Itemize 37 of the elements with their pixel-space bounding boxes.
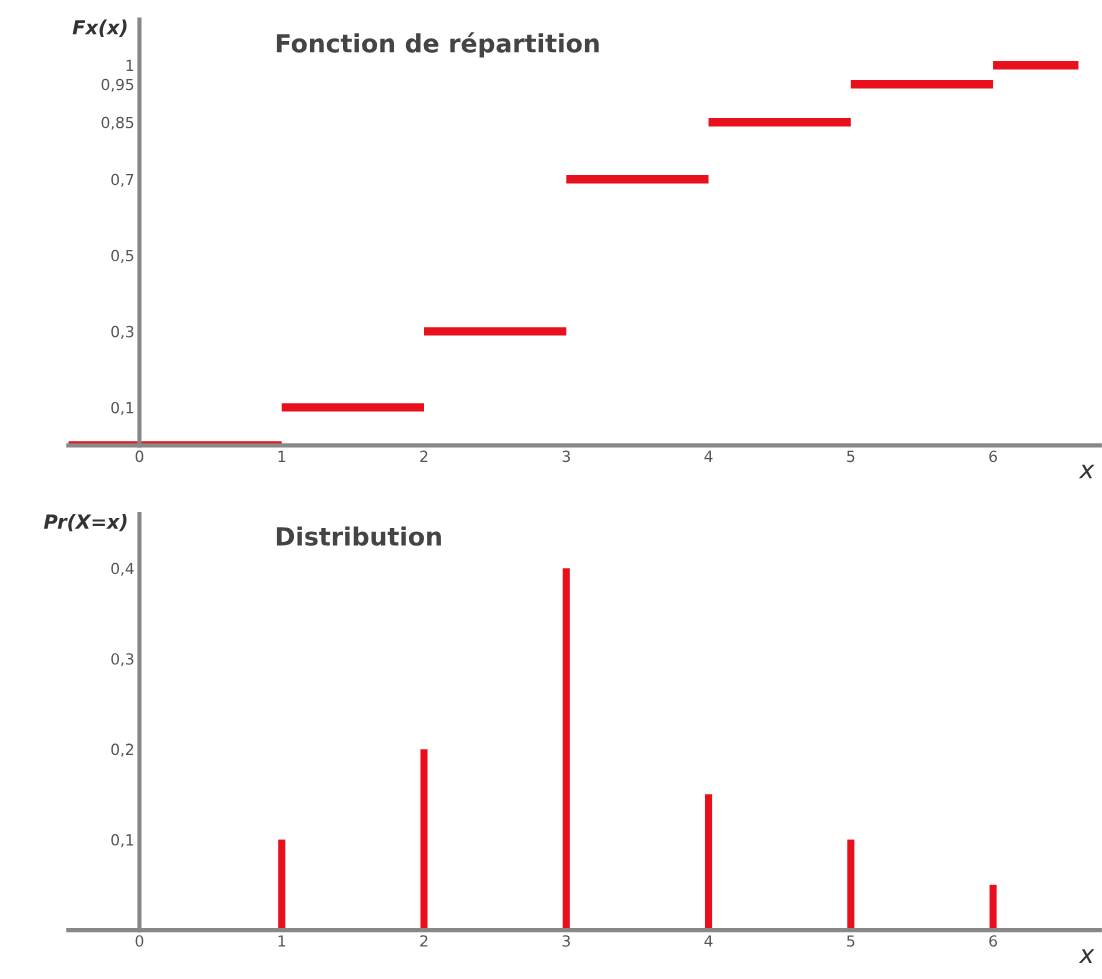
y-axis-title: Fx(x): [72, 19, 127, 37]
y-tick-label: 0,1: [111, 401, 134, 415]
text: Fonction de répartition: [276, 32, 599, 58]
x-tick-label: 0: [135, 450, 144, 463]
x-tick-label: 0: [135, 935, 144, 947]
x-tick-label: 4: [704, 450, 713, 462]
bar: [847, 839, 855, 931]
x-tick-label: 3: [562, 935, 570, 947]
y-tick-label: 0,1: [111, 834, 134, 848]
x-tick-label: 6: [989, 935, 997, 947]
chart-title: Distribution: [276, 526, 441, 546]
y-tick-label: 0,5: [111, 249, 134, 263]
bar: [562, 568, 570, 931]
y-tick-label: 0,95: [101, 78, 134, 92]
y-tick-label: 0,85: [101, 116, 134, 130]
x-axis-title: x: [1078, 949, 1095, 963]
x-tick-label: 1: [278, 935, 286, 947]
bar: [989, 884, 997, 931]
x-tick-label: 2: [420, 935, 428, 947]
y-tick-label: 0,3: [111, 325, 134, 339]
x-tick-label: 1: [278, 450, 286, 462]
y-tick-label: 0,3: [111, 653, 134, 667]
x-tick-label: 5: [847, 935, 855, 947]
y-tick-label: 0,7: [111, 173, 134, 187]
y-axis-title: Pr(X=x): [43, 514, 127, 532]
bar: [704, 794, 713, 931]
x-tick-label: 5: [847, 450, 855, 463]
x-tick-label: 3: [562, 450, 570, 463]
y-tick-label: 1: [126, 59, 134, 72]
x-tick-label: 6: [989, 450, 997, 463]
x-axis-title: x: [1078, 464, 1095, 479]
bar: [278, 839, 286, 931]
x-tick-label: 4: [704, 935, 713, 947]
x-tick-label: 2: [420, 450, 428, 462]
y-tick-label: 0,4: [111, 562, 134, 576]
bar: [420, 749, 428, 931]
y-tick-label: 0,2: [111, 743, 134, 757]
